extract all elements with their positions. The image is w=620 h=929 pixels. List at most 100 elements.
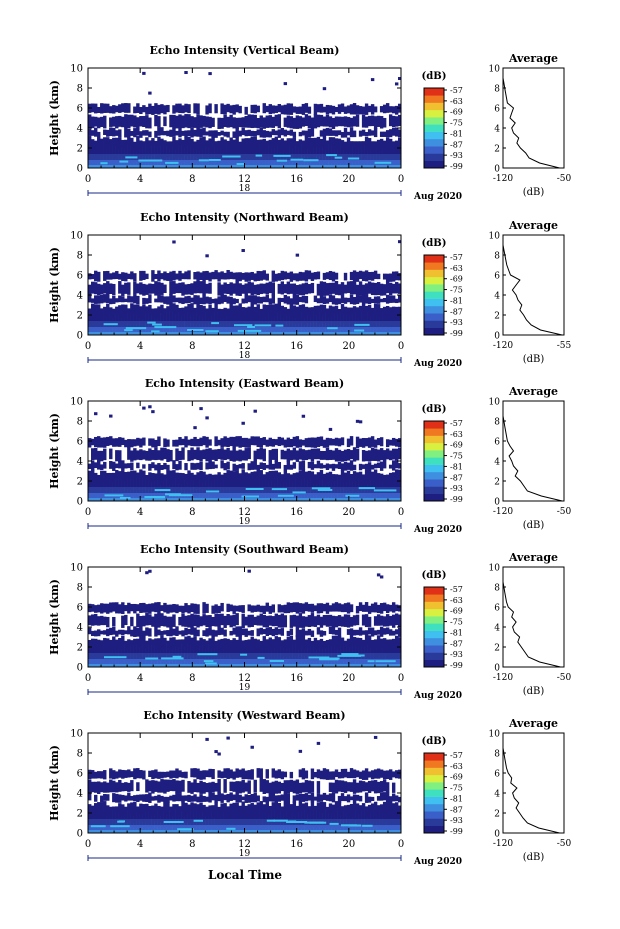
heatmap-cell bbox=[172, 303, 176, 321]
heatmap-cell bbox=[274, 303, 279, 321]
heatmap-cell bbox=[301, 603, 306, 614]
heatmap-cell bbox=[115, 329, 119, 335]
heatmap-cell bbox=[226, 140, 230, 154]
heatmap-cell bbox=[355, 436, 360, 448]
panel-2: Echo Intensity (Eastward Beam)0246810Hei… bbox=[48, 377, 572, 535]
heatmap-cell bbox=[334, 661, 339, 667]
heatmap-cell bbox=[310, 630, 315, 637]
heatmap-cell bbox=[229, 816, 233, 825]
heatmap-cell bbox=[265, 662, 269, 667]
heatmap-cell bbox=[148, 448, 152, 461]
heatmap-cell bbox=[367, 129, 372, 136]
heatmap-cell bbox=[397, 647, 402, 659]
heatmap-cell bbox=[295, 141, 300, 154]
x-tick-label: 0 bbox=[398, 174, 404, 185]
heatmap-cell bbox=[160, 447, 164, 461]
heatmap-cell bbox=[94, 436, 98, 448]
heatmap-cell bbox=[103, 271, 107, 281]
heatmap-cell bbox=[202, 436, 206, 446]
heatmap-cell bbox=[136, 329, 140, 335]
heatmap-cell bbox=[187, 303, 191, 321]
heatmap-cell bbox=[142, 297, 146, 305]
heatmap-cell bbox=[235, 781, 239, 794]
heatmap-cell bbox=[382, 827, 387, 833]
heatmap-cell bbox=[151, 780, 155, 794]
heatmap-cell bbox=[160, 613, 164, 627]
heatmap-cell bbox=[298, 661, 303, 667]
heatmap-cell bbox=[331, 137, 336, 154]
heatmap-cell bbox=[346, 470, 351, 487]
heatmap-cell bbox=[319, 603, 324, 614]
heatmap-cell bbox=[391, 460, 396, 471]
heatmap-cell bbox=[397, 295, 402, 303]
profile-y-tick-label: 4 bbox=[494, 125, 500, 135]
day-label: 18 bbox=[239, 184, 251, 194]
heatmap-cell bbox=[238, 816, 242, 825]
heatmap-cell bbox=[271, 463, 275, 470]
heatmap-cell bbox=[184, 489, 188, 498]
heatmap-cell bbox=[319, 496, 324, 501]
heatmap-cell bbox=[178, 103, 182, 114]
heatmap-cell bbox=[223, 114, 227, 127]
heatmap-cell bbox=[199, 323, 203, 332]
heatmap-cell bbox=[241, 162, 245, 168]
heatmap-cell bbox=[172, 329, 176, 335]
heatmap-cell bbox=[256, 495, 260, 501]
heatmap-cell bbox=[190, 447, 194, 461]
heatmap-cell bbox=[289, 157, 294, 165]
profile-frame bbox=[502, 400, 565, 502]
heatmap-cell bbox=[358, 828, 363, 833]
heatmap-cell bbox=[151, 473, 155, 487]
heatmap-cell bbox=[265, 140, 269, 154]
heatmap-cell bbox=[220, 163, 224, 168]
heatmap-cell bbox=[109, 273, 113, 280]
heatmap-cell bbox=[199, 780, 203, 794]
heatmap-cell bbox=[94, 794, 98, 802]
heatmap-cell bbox=[256, 105, 260, 113]
heatmap-cell bbox=[208, 72, 212, 76]
heatmap-cell bbox=[331, 813, 336, 825]
heatmap-cell bbox=[115, 450, 119, 462]
heatmap-cell bbox=[157, 306, 161, 321]
heatmap-cell bbox=[118, 495, 122, 501]
heatmap-cell bbox=[100, 771, 104, 779]
heatmap-cell bbox=[235, 163, 239, 168]
heatmap-cell bbox=[244, 782, 248, 792]
heatmap-cell bbox=[106, 616, 110, 628]
heatmap-cell bbox=[190, 822, 194, 830]
heatmap-cell bbox=[367, 105, 372, 113]
heatmap-cell bbox=[283, 307, 288, 321]
heatmap-cell bbox=[172, 614, 176, 627]
heatmap-cell bbox=[211, 769, 215, 780]
heatmap-cell bbox=[235, 613, 239, 626]
heatmap-cell bbox=[394, 604, 399, 612]
heatmap-cell bbox=[337, 627, 342, 637]
heatmap-cell bbox=[391, 482, 396, 493]
heatmap-cells bbox=[88, 735, 402, 833]
heatmap-cell bbox=[295, 284, 300, 295]
heatmap-cell bbox=[229, 155, 233, 165]
heatmap-cell bbox=[259, 127, 263, 138]
heatmap-cell bbox=[211, 474, 215, 487]
heatmap-cell bbox=[382, 158, 387, 165]
heatmap-cell bbox=[322, 116, 327, 127]
y-tick-label: 2 bbox=[77, 643, 83, 654]
heatmap-cell bbox=[358, 295, 363, 303]
heatmap-cell bbox=[247, 438, 251, 448]
heatmap-cell bbox=[244, 115, 248, 128]
heatmap-cell bbox=[298, 769, 303, 778]
heatmap-cell bbox=[238, 315, 242, 327]
heatmap-cell bbox=[364, 283, 369, 295]
heatmap-cell bbox=[241, 815, 245, 825]
heatmap-cell bbox=[382, 104, 387, 114]
heatmap-cell bbox=[340, 470, 345, 487]
heatmap-cell bbox=[166, 141, 170, 154]
heatmap-cell bbox=[289, 615, 294, 628]
heatmap-cell bbox=[382, 662, 387, 667]
heatmap-cell bbox=[379, 150, 384, 160]
heatmap-cell bbox=[259, 462, 263, 470]
heatmap-cell bbox=[169, 770, 173, 779]
heatmap-cell bbox=[88, 324, 92, 332]
heatmap-cell bbox=[241, 284, 245, 294]
heatmap-cell bbox=[253, 661, 257, 667]
